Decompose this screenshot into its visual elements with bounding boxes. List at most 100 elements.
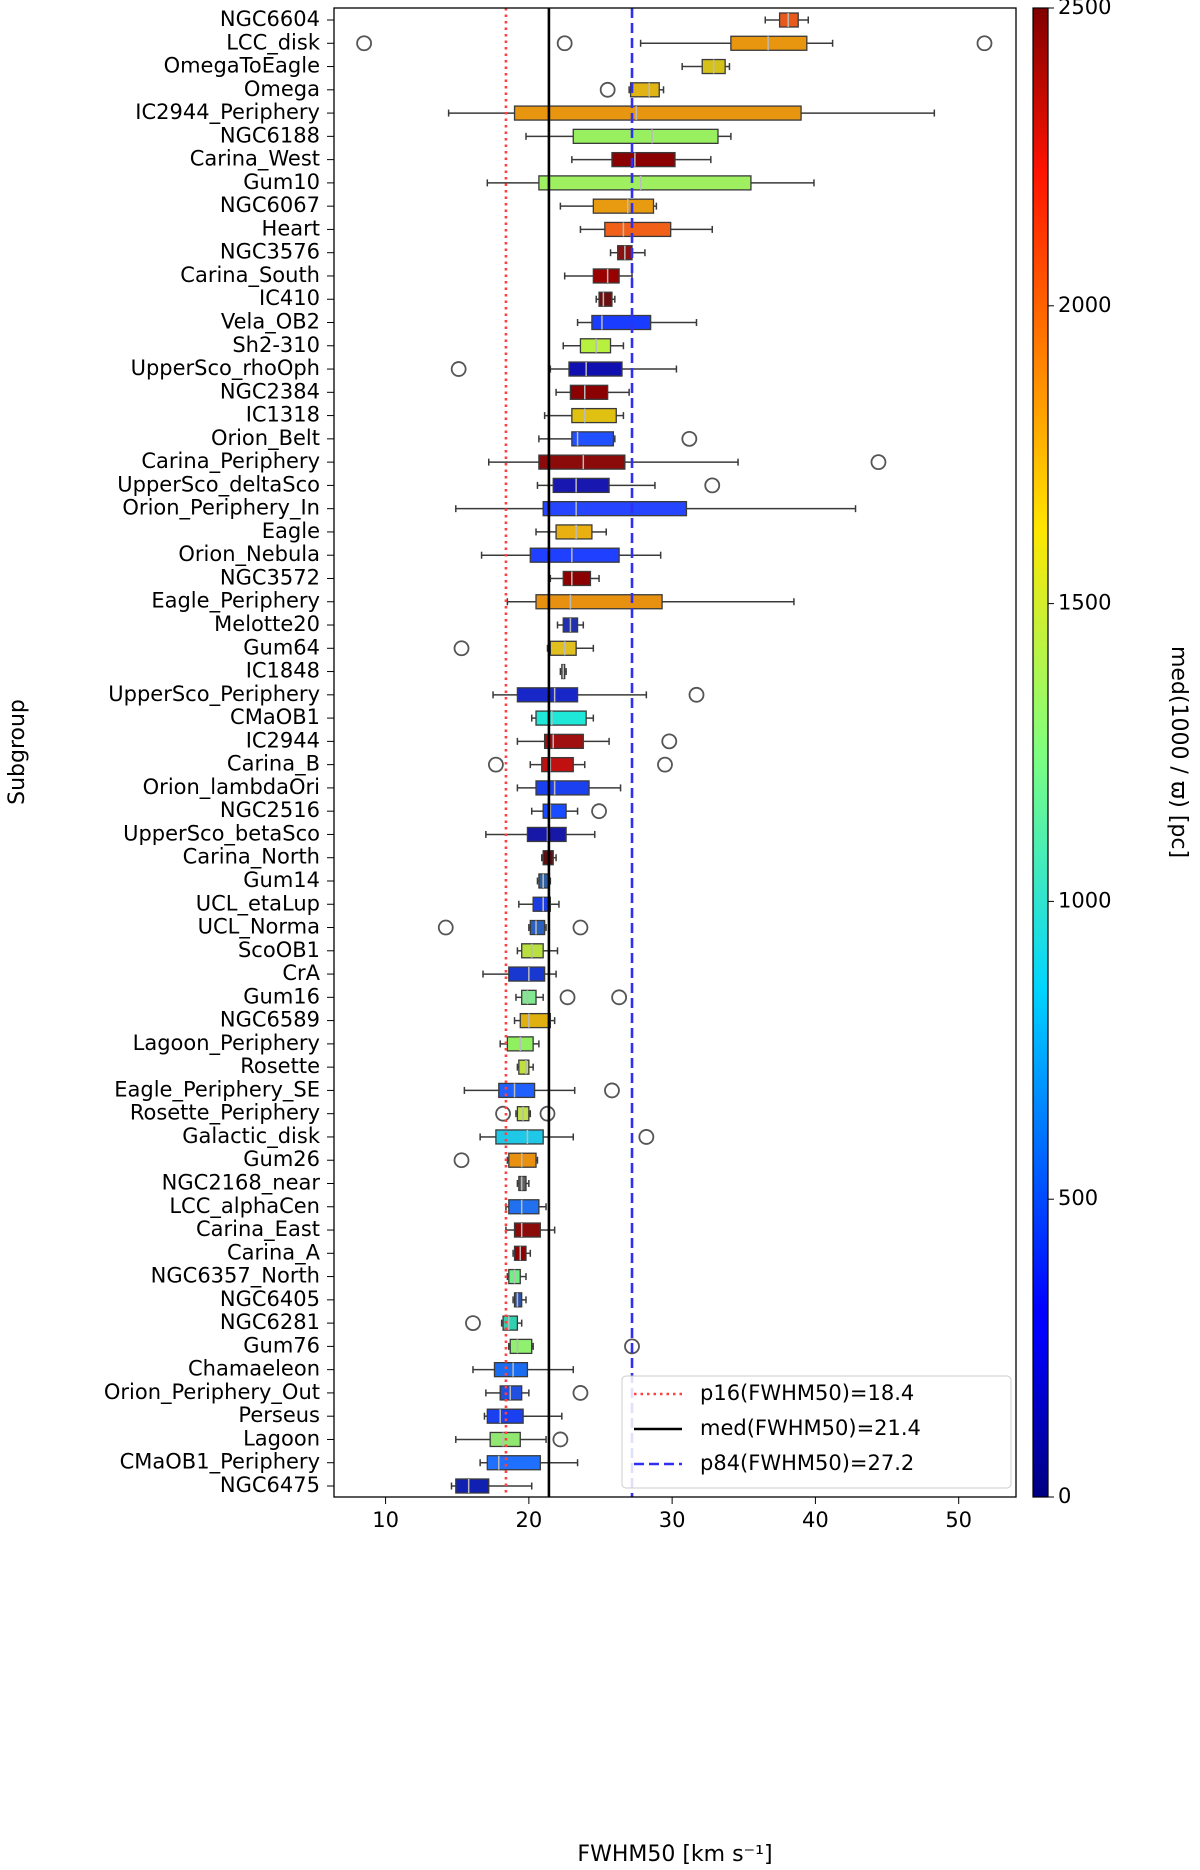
y-tick-label: Carina_North [183, 845, 320, 870]
y-tick-label: Sh2-310 [232, 333, 320, 357]
y-tick-label: Gum76 [243, 1333, 320, 1357]
y-tick-label: NGC2516 [220, 798, 320, 822]
outlier [539, 1105, 556, 1122]
box [542, 803, 567, 819]
y-tick-label: UpperSco_rhoOph [131, 356, 320, 381]
outlier [356, 35, 372, 52]
box [498, 1082, 536, 1099]
plot-frame [333, 7, 1017, 1498]
y-tick-label: OmegaToEagle [164, 54, 320, 78]
y-tick-label: IC1848 [246, 659, 320, 683]
y-tick-label: Eagle [262, 519, 320, 543]
y-tick-label: Eagle_Periphery_SE [114, 1077, 320, 1102]
x-tick-label: 20 [515, 1508, 542, 1532]
legend-label: med(FWHM50)=21.4 [700, 1416, 921, 1440]
y-tick-label: NGC6405 [220, 1287, 320, 1311]
outlier [657, 756, 673, 773]
y-tick-label: ScoOB1 [238, 938, 320, 962]
outlier [638, 1129, 655, 1145]
y-tick-label: Gum26 [243, 1147, 320, 1171]
y-tick-label: IC2944 [246, 728, 320, 752]
legend-label: p16(FWHM50)=18.4 [700, 1381, 914, 1405]
outlier [453, 1152, 470, 1169]
y-tick-label: Orion_Belt [211, 426, 320, 451]
y-tick-label: Carina_West [190, 147, 320, 172]
x-axis-label: FWHM50 [km s⁻¹] [577, 1842, 772, 1867]
box [516, 687, 579, 703]
box [571, 431, 615, 447]
box [535, 594, 663, 610]
y-tick-label: Lagoon_Periphery [133, 1031, 320, 1056]
colorbar [1032, 7, 1049, 1498]
y-tick-label: IC410 [259, 286, 320, 310]
y-tick-label: NGC3572 [220, 565, 320, 589]
outlier [624, 1338, 640, 1355]
y-tick-label: Eagle_Periphery [151, 589, 320, 614]
y-tick-label: NGC6604 [220, 7, 320, 31]
x-tick-label: 30 [659, 1508, 686, 1532]
box [543, 733, 584, 750]
box [495, 1129, 544, 1145]
outlier [681, 430, 698, 447]
y-tick-label: NGC6188 [220, 123, 320, 147]
y-tick-label: Gum16 [243, 984, 320, 1008]
outlier [495, 1105, 511, 1122]
y-tick-label: IC1318 [246, 403, 320, 427]
y-tick-label: LCC_alphaCen [169, 1194, 320, 1219]
box [571, 407, 617, 424]
box [572, 128, 719, 144]
y-tick-label: Carina_A [227, 1240, 321, 1265]
outlier [437, 919, 454, 936]
y-tick-label: Heart [262, 216, 320, 240]
box [513, 1222, 541, 1238]
box [521, 989, 537, 1005]
y-tick-label: NGC6281 [220, 1310, 320, 1334]
y-axis-label: Subgroup [5, 699, 30, 805]
colorbar-tick-label: 2500 [1058, 0, 1111, 19]
y-tick-label: NGC6589 [220, 1008, 320, 1032]
colorbar-tick-label: 0 [1058, 1484, 1071, 1508]
box [535, 710, 587, 726]
colorbar-tick-label: 2000 [1058, 293, 1111, 317]
box [455, 1478, 490, 1494]
box [493, 1362, 529, 1378]
outlier [604, 1082, 620, 1099]
y-tick-label: NGC6357_North [151, 1264, 320, 1289]
box [569, 384, 609, 400]
box [538, 175, 752, 191]
box [591, 314, 652, 331]
outlier [704, 477, 721, 494]
box [486, 1408, 524, 1424]
colorbar-label: med(1000 / ϖ) [pc] [1166, 646, 1191, 858]
outlier [599, 81, 616, 98]
box [629, 82, 660, 98]
y-tick-label: Lagoon [243, 1426, 320, 1450]
outlier [572, 1385, 589, 1401]
outlier [559, 989, 576, 1006]
outlier [450, 361, 467, 377]
box [508, 1199, 540, 1215]
y-tick-label: Vela_OB2 [221, 310, 320, 335]
y-tick-label: Rosette_Periphery [130, 1101, 320, 1126]
colorbar-tick-label: 1000 [1058, 888, 1111, 912]
y-tick-label: Orion_Periphery_In [122, 496, 320, 521]
y-tick-label: Orion_Periphery_Out [104, 1380, 320, 1405]
box [555, 524, 593, 540]
outlier [870, 454, 887, 471]
y-tick-label: UpperSco_deltaSco [117, 472, 320, 497]
box [611, 151, 676, 168]
box [568, 361, 623, 377]
outlier [556, 35, 573, 52]
y-tick-label: UCL_Norma [198, 915, 320, 940]
y-tick-label: Omega [244, 77, 320, 101]
y-tick-label: Gum64 [243, 635, 320, 659]
box [549, 640, 577, 656]
y-tick-label: Galactic_disk [182, 1124, 321, 1149]
colorbar-tick-label: 1500 [1058, 591, 1111, 615]
outlier [611, 989, 628, 1006]
y-tick-label: Rosette [240, 1054, 320, 1078]
x-tick-label: 50 [945, 1508, 972, 1532]
box [592, 268, 620, 284]
box [532, 896, 551, 912]
